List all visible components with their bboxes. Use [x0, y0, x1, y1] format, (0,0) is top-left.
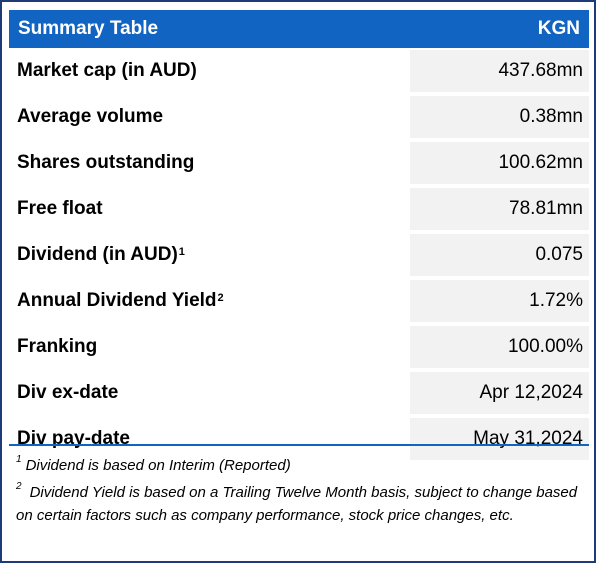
row-label: Shares outstanding: [17, 152, 195, 173]
table-title: Summary Table: [18, 18, 159, 39]
row-value: 100.62mn: [410, 142, 589, 184]
row-value: 78.81mn: [410, 188, 589, 230]
row-label: Annual Dividend Yield 2: [17, 290, 224, 311]
table-row: Market cap (in AUD) 437.68mn: [9, 50, 589, 92]
table-row: Div ex-date Apr 12,2024: [9, 372, 589, 414]
row-label: Market cap (in AUD): [17, 60, 197, 81]
table-row: Shares outstanding 100.62mn: [9, 142, 589, 184]
row-value: 437.68mn: [410, 50, 589, 92]
summary-rows: Market cap (in AUD) 437.68mn Average vol…: [9, 50, 589, 464]
row-label: Div pay-date: [17, 428, 130, 449]
row-label: Franking: [17, 336, 98, 357]
footnotes: 1 Dividend is based on Interim (Reported)…: [16, 450, 586, 527]
footnote-2: 2 Dividend Yield is based on a Trailing T…: [16, 481, 578, 524]
table-row: Franking 100.00%: [9, 326, 589, 368]
row-value: 0.075: [410, 234, 589, 276]
row-value: Apr 12,2024: [410, 372, 589, 414]
row-value: May 31,2024: [410, 418, 589, 460]
row-value: 1.72%: [410, 280, 589, 322]
footnote-1: 1 Dividend is based on Interim (Reported): [16, 454, 291, 474]
row-label: Dividend (in AUD) 1: [17, 244, 185, 265]
footnote-marker: 1: [178, 246, 185, 258]
footnote-marker: 2: [217, 292, 224, 304]
table-row: Div pay-date May 31,2024: [9, 418, 589, 460]
table-row: Annual Dividend Yield 2 1.72%: [9, 280, 589, 322]
row-label: Average volume: [17, 106, 164, 127]
row-value: 100.00%: [410, 326, 589, 368]
table-row: Dividend (in AUD) 1 0.075: [9, 234, 589, 276]
table-row: Average volume 0.38mn: [9, 96, 589, 138]
row-label: Div ex-date: [17, 382, 119, 403]
ticker-label: KGN: [537, 18, 580, 39]
table-row: Free float 78.81mn: [9, 188, 589, 230]
row-value: 0.38mn: [410, 96, 589, 138]
row-label: Free float: [17, 198, 103, 219]
table-header: Summary Table KGN: [9, 10, 589, 48]
footnote-divider: [9, 444, 589, 446]
